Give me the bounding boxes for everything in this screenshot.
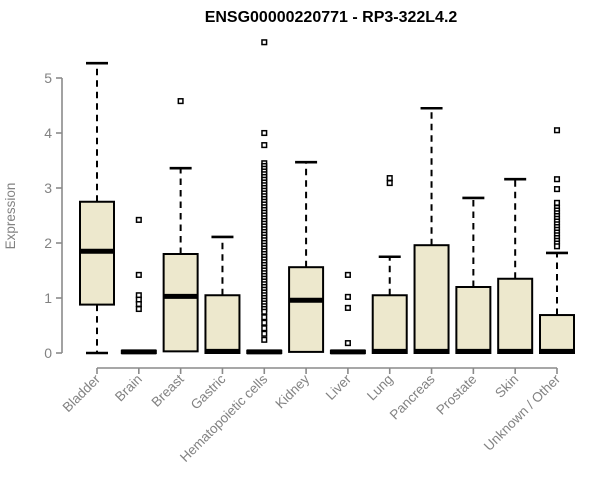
outlier-hematopoietic-cells [261,39,268,46]
outlier-liver [344,293,351,300]
outlier-hematopoietic-cells [261,142,268,149]
y-tick-label-2: 2 [44,235,52,251]
box-unknown-other [538,314,575,354]
outlier-lung [386,175,393,182]
x-tick-label-liver: Liver [323,371,355,403]
outlier-unknown-other [553,243,561,250]
outlier-hematopoietic-cells [261,308,268,315]
y-tick-label-0: 0 [44,345,52,361]
outlier-liver [344,271,351,278]
outlier-unknown-other [553,127,561,134]
y-tick-label-4: 4 [44,125,52,141]
outlier-unknown-other [553,186,561,193]
x-tick-label-breast: Breast [149,371,187,409]
y-axis-title: Expression [3,183,18,250]
x-tick-label-kidney: Kidney [272,371,312,411]
outlier-breast [177,98,184,105]
y-tick-label-1: 1 [44,290,52,306]
outlier-liver [344,340,351,347]
box-prostate [455,286,492,354]
box-kidney [288,266,325,353]
outlier-brain [135,305,142,313]
box-breast [162,253,199,353]
x-tick-label-bladder: Bladder [60,371,104,415]
y-tick-label-5: 5 [44,70,52,86]
outlier-brain [135,216,142,223]
x-tick-label-prostate: Prostate [433,372,479,418]
x-tick-label-brain: Brain [112,372,145,405]
x-tick-label-unknown-other: Unknown / Other [481,371,564,454]
outlier-hematopoietic-cells [261,330,268,337]
box-pancreas [413,244,450,354]
x-tick-label-gastric: Gastric [188,371,229,412]
x-tick-label-lung: Lung [364,372,396,404]
x-tick-label-skin: Skin [492,372,521,401]
outlier-lung [386,180,393,187]
outlier-hematopoietic-cells [261,325,268,332]
box-skin [497,277,534,354]
outlier-brain [135,271,142,278]
outlier-liver [344,304,351,311]
box-gastric [204,294,241,354]
outlier-hematopoietic-cells [261,319,268,326]
box-lung [371,294,408,354]
outlier-unknown-other [553,176,561,183]
chart-title: ENSG00000220771 - RP3-322L4.2 [205,9,458,26]
x-tick-label-pancreas: Pancreas [387,371,438,422]
outlier-hematopoietic-cells [261,314,268,321]
outlier-brain [135,301,142,308]
y-tick-label-3: 3 [44,180,52,196]
outlier-hematopoietic-cells [261,336,268,343]
outlier-hematopoietic-cells [261,129,268,137]
outlier-unknown-other [553,199,561,206]
